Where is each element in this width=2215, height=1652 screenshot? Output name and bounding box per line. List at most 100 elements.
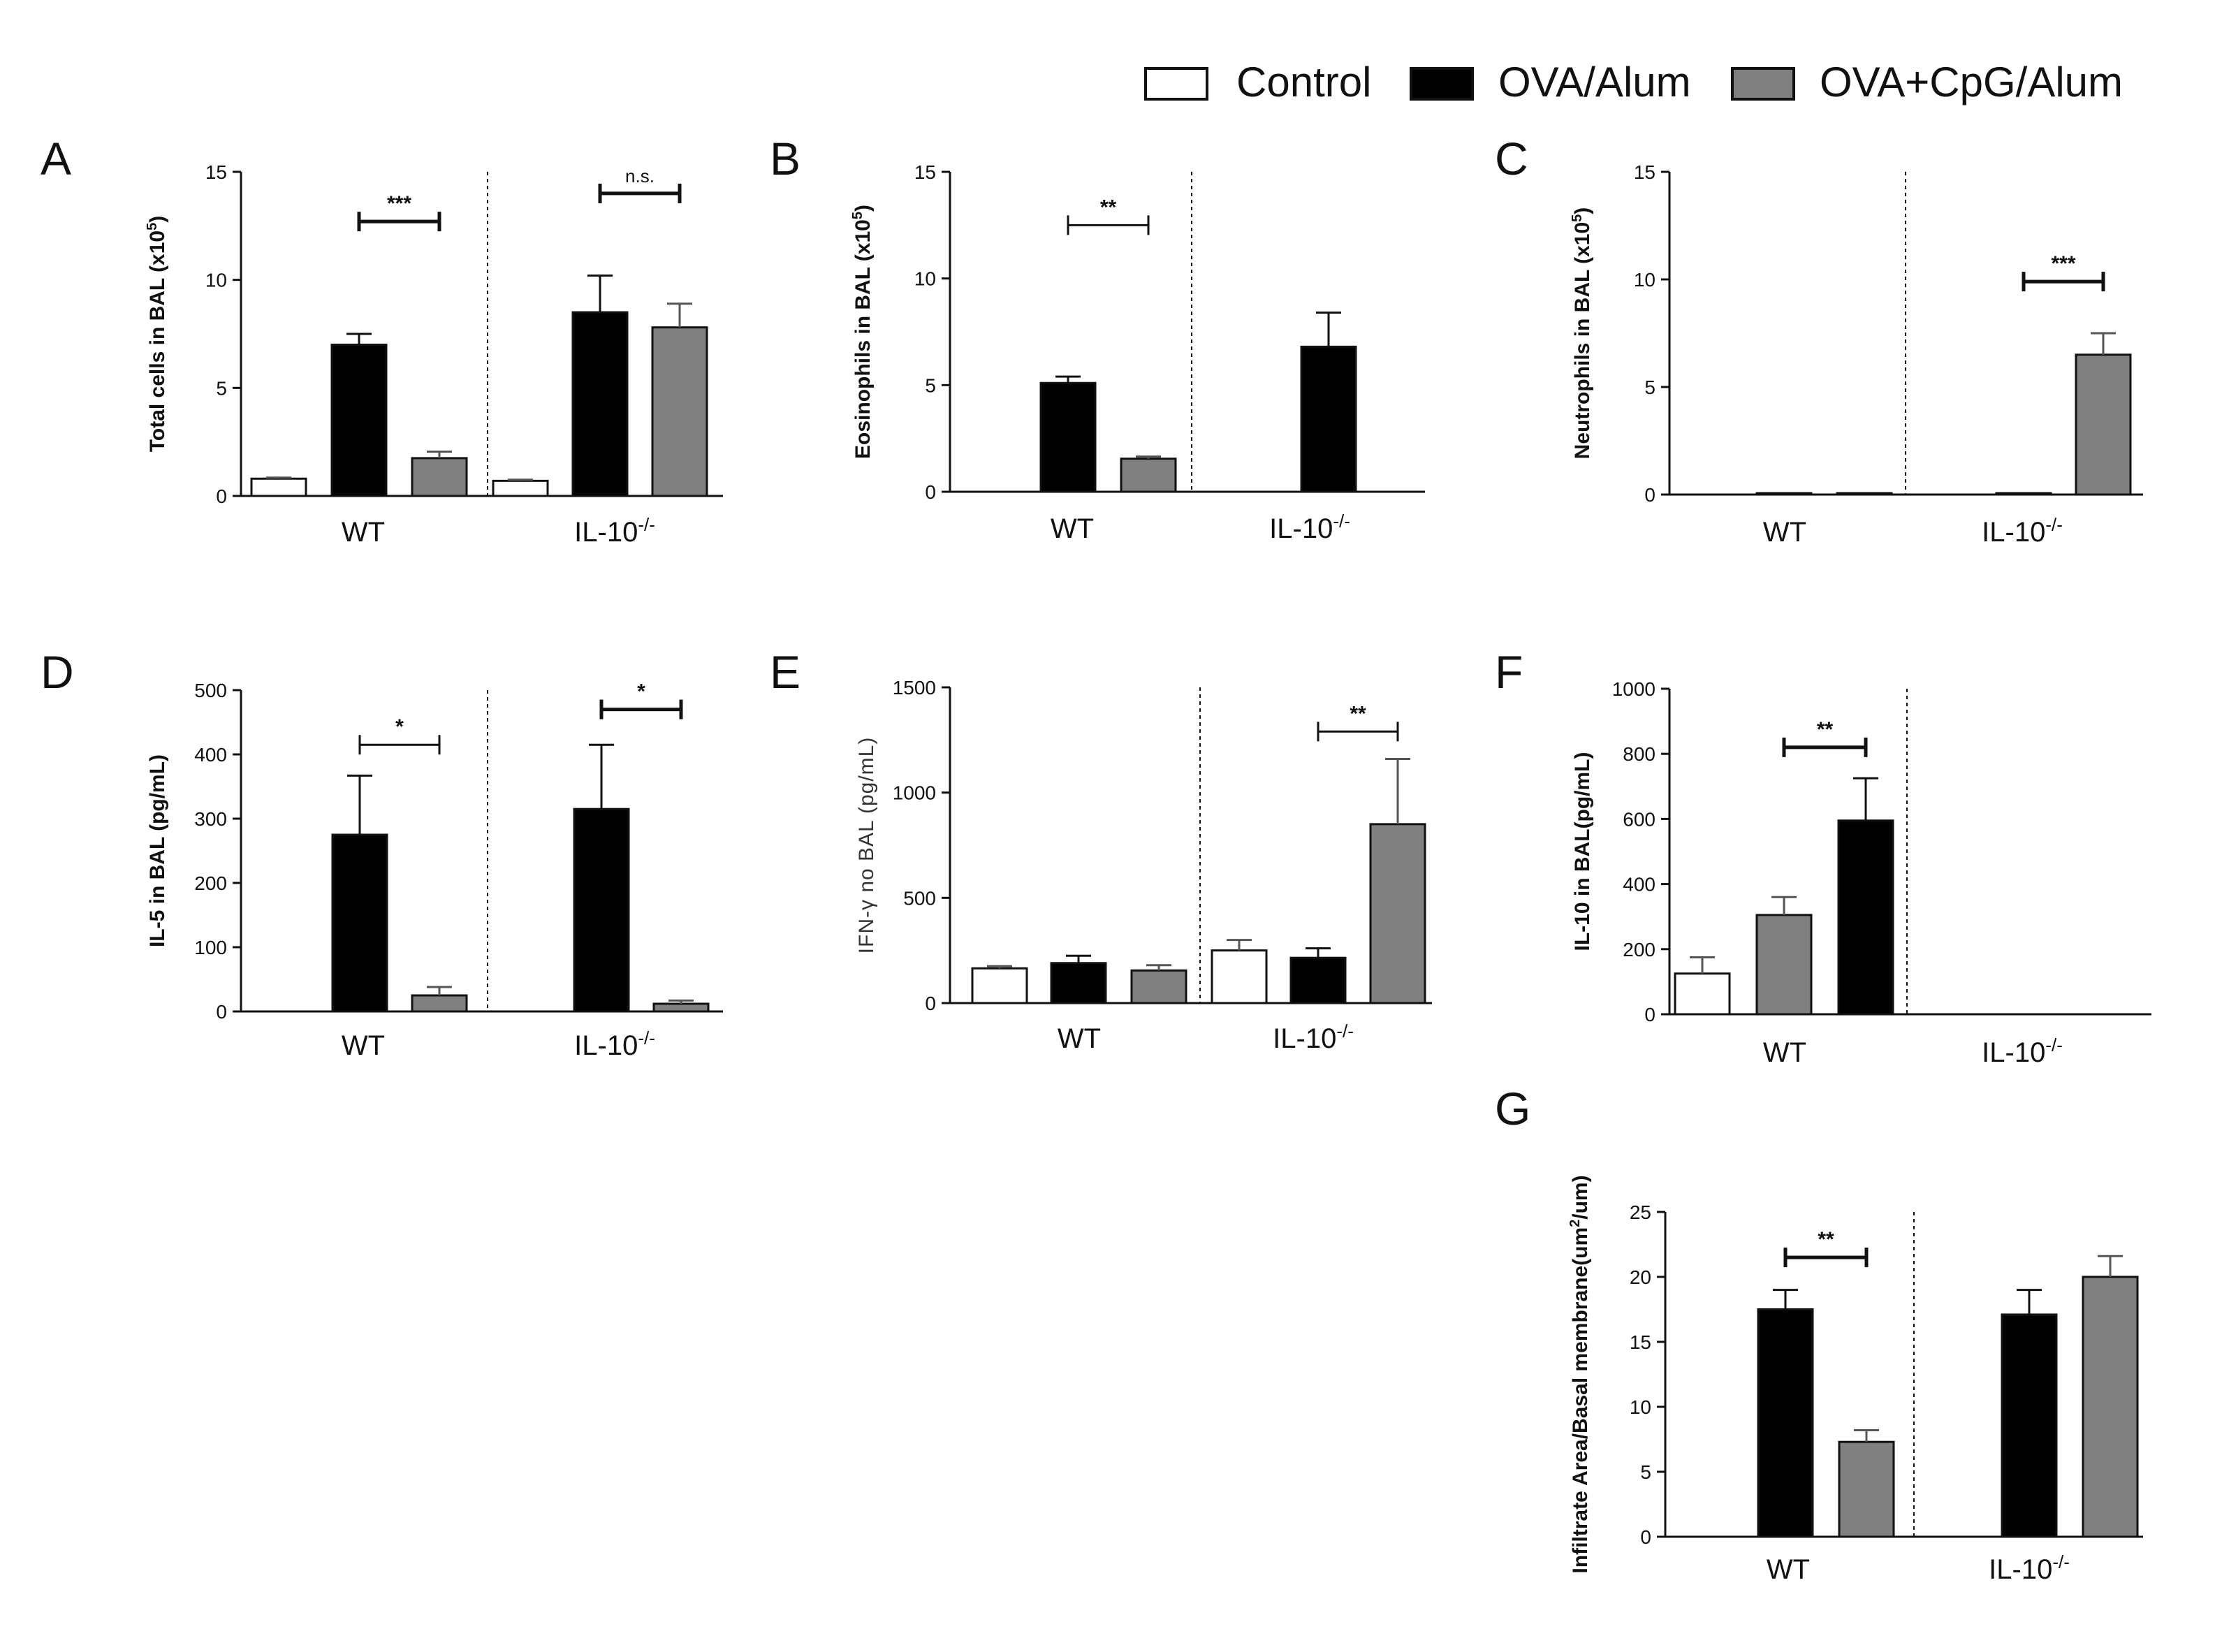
y-axis-label: Eosinophils in BAL (x105): [850, 205, 875, 459]
y-axis-label: IL-10 in BAL(pg/mL): [1571, 752, 1594, 951]
category-label: IL-10-/-: [574, 514, 655, 548]
legend-label-1: OVA/Alum: [1498, 59, 1691, 105]
category-label: IL-10-/-: [1989, 1551, 2070, 1585]
y-tick-label: 800: [1623, 743, 1655, 765]
bar-ova-cpg-alum: [651, 326, 708, 497]
y-tick-label: 15: [205, 161, 227, 183]
bar-ova-alum: [1757, 1308, 1814, 1538]
bar-ova-alum: [1755, 492, 1813, 496]
panel-letter: C: [1495, 133, 1528, 184]
y-tick-label: 500: [903, 887, 936, 909]
y-axis-label: Neutrophils in BAL (x105): [1570, 207, 1594, 460]
category-label: WT: [342, 517, 385, 548]
legend-label-2: OVA+CpG/Alum: [1820, 59, 2123, 105]
y-tick-label: 0: [1644, 484, 1655, 506]
bar-ova-alum: [331, 833, 388, 1013]
panel-letter: B: [770, 133, 801, 184]
panel-letter: E: [770, 646, 801, 698]
y-tick-label: 20: [1630, 1266, 1651, 1288]
y-tick-label: 400: [1623, 874, 1655, 896]
category-label: IL-10-/-: [1273, 1021, 1354, 1054]
category-label: WT: [1763, 1037, 1806, 1068]
significance-label: **: [1818, 1228, 1834, 1251]
category-label: IL-10-/-: [1269, 511, 1350, 544]
y-tick-label: 200: [1623, 939, 1655, 960]
panel-letter: A: [41, 133, 71, 184]
bar-control: [1211, 949, 1268, 1004]
y-tick-label: 0: [925, 993, 936, 1014]
bar-ova-cpg-alum: [2075, 353, 2132, 496]
category-label: WT: [1051, 513, 1094, 544]
category-label: WT: [342, 1030, 385, 1061]
legend: Control OVA/Alum OVA+CpG/Alum: [1144, 59, 2123, 105]
bar-ova-alum: [1837, 819, 1894, 1016]
y-tick-label: 5: [216, 377, 227, 399]
chart-panels: A 0 5 10 15 Total cells in BAL (x105) WT IL-10-…: [41, 133, 2151, 1585]
category-label: IL-10-/-: [1982, 514, 2063, 548]
bar-ova-alum: [2001, 1313, 2058, 1538]
y-tick-label: 5: [1644, 377, 1655, 398]
y-axis-label: IFN-γ no BAL (pg/mL): [855, 737, 878, 954]
y-tick-label: 0: [1644, 1004, 1655, 1025]
panel-letter: G: [1495, 1083, 1530, 1134]
category-label: WT: [1763, 517, 1806, 548]
y-tick-label: 1000: [1612, 678, 1655, 700]
y-tick-label: 10: [1634, 269, 1655, 291]
category-label: IL-10-/-: [574, 1028, 655, 1061]
panel-G: G 0 5 10 15 20 25 Infiltrate Area/Basal membran…: [1495, 1083, 2143, 1585]
bar-control: [250, 477, 307, 497]
y-tick-label: 1000: [893, 782, 936, 804]
bar-ova-cpg-alum: [1130, 969, 1187, 1004]
panel-letter: F: [1495, 646, 1523, 698]
y-tick-label: 0: [925, 481, 936, 503]
y-tick-label: 15: [914, 161, 936, 183]
bar-ova-alum: [1050, 962, 1107, 1004]
significance-label: **: [1100, 196, 1117, 219]
y-tick-label: 1500: [893, 677, 936, 699]
significance-label: ***: [2051, 252, 2075, 275]
y-tick-label: 100: [194, 937, 227, 958]
bar-ova-cpg-alum: [1755, 914, 1813, 1016]
y-tick-label: 15: [1634, 161, 1655, 183]
y-tick-label: 10: [1630, 1396, 1651, 1418]
bar-control: [971, 967, 1028, 1004]
y-tick-label: 400: [194, 744, 227, 766]
panel-D: D 0 100 200 300 400 500 IL-5 in BAL (pg/mL) WT IL…: [41, 646, 723, 1061]
y-tick-label: 500: [194, 680, 227, 701]
bar-ova-alum: [1995, 492, 2052, 496]
y-tick-label: 25: [1630, 1201, 1651, 1223]
significance-label: n.s.: [625, 166, 655, 187]
y-tick-label: 10: [914, 268, 936, 290]
y-axis-label: Infiltrate Area/Basal membrane(um2/um): [1567, 1175, 1592, 1573]
panel-F: F 0 200 400 600 800 1000 IL-10 in BAL(pg/mL) WT I…: [1495, 646, 2151, 1068]
significance-label: *: [395, 715, 404, 738]
significance-label: *: [637, 680, 645, 703]
significance-label: **: [1350, 702, 1366, 725]
panel-C: C 0 5 10 15 Neutrophils in BAL (x105) WT IL-10-…: [1495, 133, 2143, 548]
y-tick-label: 0: [216, 485, 227, 507]
bar-ova-cpg-alum: [411, 994, 468, 1013]
bar-ova-alum: [573, 807, 630, 1013]
y-tick-label: 5: [925, 374, 936, 396]
bar-ova-cpg-alum: [411, 457, 468, 497]
panel-B: B 0 5 10 15 Eosinophils in BAL (x105) WT IL-10-…: [770, 133, 1425, 544]
y-tick-label: 5: [1640, 1461, 1651, 1483]
bar-ova-cpg-alum: [1836, 492, 1893, 496]
y-axis-label: IL-5 in BAL (pg/mL): [146, 754, 169, 947]
significance-label: **: [1817, 718, 1834, 741]
y-tick-label: 0: [1640, 1526, 1651, 1548]
category-label: WT: [1767, 1554, 1810, 1585]
panel-A: A 0 5 10 15 Total cells in BAL (x105) WT IL-10-…: [41, 133, 723, 548]
bar-ova-cpg-alum: [1369, 823, 1426, 1004]
y-tick-label: 200: [194, 872, 227, 894]
bar-ova-cpg-alum: [2082, 1275, 2139, 1538]
significance-label: ***: [387, 192, 411, 215]
panel-E: E 0 500 1000 1500 IFN-γ no BAL (pg/mL) WT IL-10…: [770, 646, 1432, 1054]
category-label: IL-10-/-: [1982, 1035, 2063, 1068]
bar-ova-alum: [571, 311, 629, 497]
bar-ova-alum: [1039, 381, 1097, 493]
legend-swatch-0: [1144, 67, 1208, 101]
y-tick-label: 15: [1630, 1331, 1651, 1353]
bar-ova-cpg-alum: [652, 1002, 710, 1013]
